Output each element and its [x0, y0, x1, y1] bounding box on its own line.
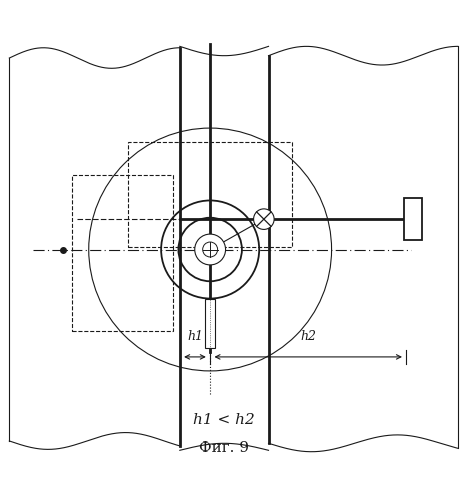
Circle shape	[203, 242, 218, 257]
Circle shape	[195, 234, 226, 265]
Bar	[72, 175, 173, 331]
Text: h1 < h2: h1 < h2	[193, 413, 255, 427]
Bar	[128, 142, 292, 247]
Polygon shape	[269, 46, 458, 452]
Text: h1: h1	[187, 330, 203, 343]
Circle shape	[254, 209, 274, 230]
Polygon shape	[9, 48, 180, 450]
Text: Фиг. 9: Фиг. 9	[199, 441, 249, 455]
Bar	[205, 298, 215, 348]
Text: h2: h2	[300, 330, 316, 343]
Bar	[404, 198, 422, 240]
Polygon shape	[180, 46, 269, 450]
